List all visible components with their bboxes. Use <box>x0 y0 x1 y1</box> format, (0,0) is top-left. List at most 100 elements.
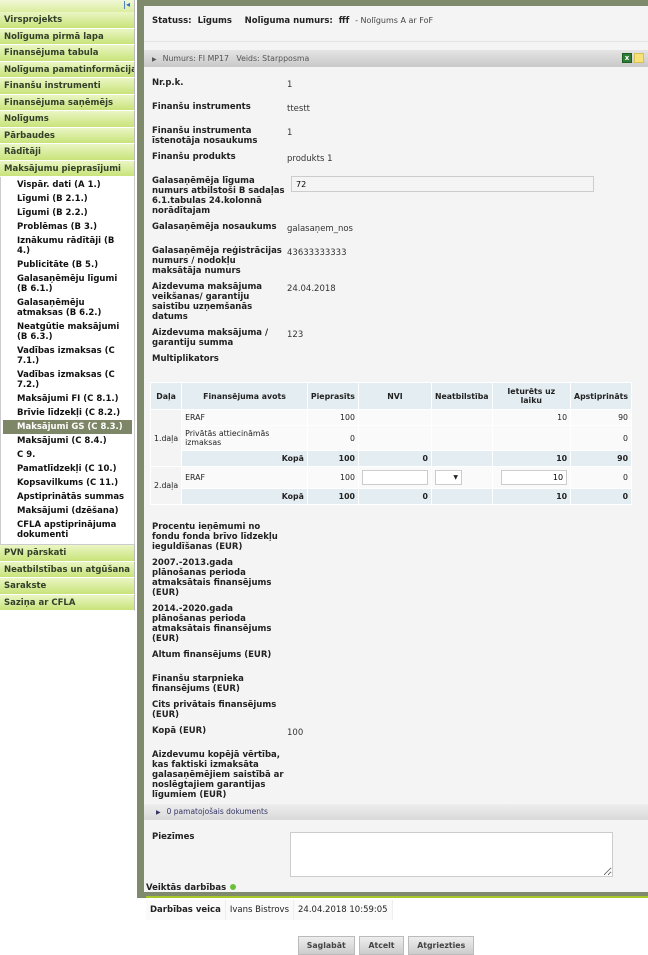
submenu-item-maksa-jumi-dze-s-ana[interactable]: Maksājumi (dzēšana) <box>17 506 119 516</box>
table-cell <box>430 425 493 451</box>
collapse-sidebar-button[interactable]: |◂ <box>0 0 135 12</box>
field-label: 2014.-2020.gada plānošanas perioda atmak… <box>152 604 272 644</box>
mail-icon[interactable] <box>634 53 644 63</box>
part-label: 2.daļa <box>149 466 183 505</box>
submenu-item-cfla-apstiprina-juma-dokumenti[interactable]: CFLA apstiprinājuma dokumenti <box>17 520 117 540</box>
section-header[interactable]: ▶ Numurs: FI MP17 Veids: Starpposma x <box>144 50 648 67</box>
submenu-item-bri-vie-li-dzekl-i-c-8-2[interactable]: Brīvie līdzekļi (C 8.2.) <box>17 408 121 418</box>
field-label: Aizdevuma maksājuma / garantiju summa <box>152 328 269 348</box>
form-row: Galasaņēmēja nosaukums galasaņem_nos <box>152 219 648 240</box>
table-cell: 90 <box>570 409 632 426</box>
field-value: 123 <box>287 330 304 340</box>
submenu-item-kopsavilkums-c-11[interactable]: Kopsavilkums (C 11.) <box>17 478 119 488</box>
chevron-down-icon: ▼ <box>453 474 458 481</box>
withheld-input[interactable] <box>501 470 568 485</box>
submenu-item-publicita-te-b-5[interactable]: Publicitāte (B 5.) <box>17 260 99 270</box>
submenu-item-proble-mas-b-3[interactable]: Problēmas (B 3.) <box>17 222 97 232</box>
form-row: Finanšu instruments ttestt <box>152 99 648 120</box>
field-label: Nr.p.k. <box>152 78 184 88</box>
history-icon[interactable] <box>230 884 237 890</box>
submenu-item-li-gumi-b-2-2[interactable]: Līgumi (B 2.2.) <box>17 208 88 218</box>
submenu-item-c-9[interactable]: C 9. <box>17 450 36 460</box>
table-cell <box>491 425 572 451</box>
submenu-item-izna-kumu-ra-di-ta-ji-b-4[interactable]: Iznākumu rādītāji (B 4.) <box>17 236 115 256</box>
field-label: Galasaņēmēja nosaukums <box>152 222 277 232</box>
sidebar-item-finanse-juma-san-e-me-js[interactable]: Finansējuma saņēmējs <box>0 94 135 111</box>
column-header: NVI <box>357 382 432 410</box>
field-value: 1 <box>287 128 293 138</box>
sidebar-item-noli-guma-pirma-lapa[interactable]: Nolīguma pirmā lapa <box>0 28 135 45</box>
cancel-button[interactable]: Atcelt <box>359 936 404 955</box>
financing-form: Procentu ieņēmumi no fondu fonda brīvo l… <box>144 505 648 800</box>
sidebar-item-pvn-pa-rskati[interactable]: PVN pārskati <box>0 545 135 562</box>
contract-value: fff <box>338 16 350 26</box>
field-value: 1 <box>287 80 293 90</box>
field-value: galasaņem_nos <box>287 224 353 234</box>
nonconformity-cell: ▼ <box>430 466 493 489</box>
submenu-item-apstiprina-ta-s-summas[interactable]: Apstiprinātās summas <box>17 492 125 502</box>
submenu-item-vispa-r-dati-a-1[interactable]: Vispār. dati (A 1.) <box>17 180 101 190</box>
submenu-item-neatgu-tie-maksa-jumi-b-6-3[interactable]: Neatgūtie maksājumi (B 6.3.) <box>17 322 120 342</box>
notes-textarea[interactable] <box>290 832 613 877</box>
expand-arrow-icon: ▶ <box>156 809 161 816</box>
sidebar-item-noli-gums[interactable]: Nolīgums <box>0 111 135 128</box>
field-label: Multiplikators <box>152 354 219 364</box>
form-row: Procentu ieņēmumi no fondu fonda brīvo l… <box>152 519 648 552</box>
field-input[interactable] <box>291 176 594 192</box>
sidebar-item-noli-guma-pamatinforma-cija[interactable]: Nolīguma pamatinformācija <box>0 61 135 78</box>
status-value: Līgums <box>197 16 232 26</box>
field-label: 2007.-2013.gada plānošanas perioda atmak… <box>152 558 272 598</box>
table-row: Privātās attiecināmās izmaksas 0 0 <box>151 425 632 451</box>
sidebar-item-finanse-juma-tabula[interactable]: Finansējuma tabula <box>0 45 135 62</box>
field-value: produkts 1 <box>287 154 333 164</box>
submenu-item-maksa-jumi-fi-c-8-1[interactable]: Maksājumi FI (C 8.1.) <box>17 394 119 404</box>
total-row: Kopā 100 0 10 90 <box>151 450 632 467</box>
main-area: Statuss: Līgums Nolīguma numurs: fff - Nol… <box>137 0 648 955</box>
column-header: Apstiprināts <box>570 382 632 410</box>
sidebar-item-sazin-a-ar-cfla[interactable]: Saziņa ar CFLA <box>0 594 135 611</box>
notes-label: Piezīmes <box>152 832 195 842</box>
nvi-input[interactable] <box>361 470 428 485</box>
save-button[interactable]: Saglabāt <box>297 936 355 955</box>
submenu-item-pamatli-dzekl-i-c-10[interactable]: Pamatlīdzekļi (C 10.) <box>17 464 117 474</box>
form-row: 2007.-2013.gada plānošanas perioda atmak… <box>152 555 648 598</box>
total-cell: 90 <box>570 450 632 467</box>
documents-section[interactable]: ▶ 0 pamatojošais dokuments <box>144 804 648 820</box>
submenu-item-vadi-bas-izmaksas-c-7-1[interactable]: Vadības izmaksas (C 7.1.) <box>17 346 115 366</box>
submenu-item-galasan-e-me-ju-li-gumi-b-6-1[interactable]: Galasaņēmēju līgumi (B 6.1.) <box>17 274 118 294</box>
field-label: Finanšu instrumenta īstenotāja nosaukums <box>152 126 258 146</box>
total-cell: 10 <box>491 488 572 505</box>
actions-by-label: Darbības veica <box>146 900 226 920</box>
nonconformity-select[interactable]: ▼ <box>434 470 462 485</box>
column-header: Neatbilstība <box>430 382 493 410</box>
sidebar-item-ra-di-ta-ji[interactable]: Rādītāji <box>0 144 135 161</box>
actions-title: Veiktās darbības <box>146 883 227 893</box>
field-label: Galasaņēmēja reģistrācijas numurs / nodo… <box>152 246 282 276</box>
form-row: Aizdevumu kopējā vērtība, kas faktiski i… <box>152 747 648 800</box>
form-row: Cits privātais finansējums (EUR) <box>152 697 648 720</box>
total-cell: 0 <box>570 488 632 505</box>
submenu-item-maksa-jumi-c-8-4[interactable]: Maksājumi (C 8.4.) <box>17 436 107 446</box>
form-row: Nr.p.k. 1 <box>152 75 648 96</box>
table-cell: 10 <box>491 409 572 426</box>
submenu-item-galasan-e-me-ju-atmaksas-b-6-2[interactable]: Galasaņēmēju atmaksas (B 6.2.) <box>17 298 102 318</box>
field-value: ttestt <box>287 104 310 114</box>
table-cell <box>357 425 432 451</box>
submenu-item-vadi-bas-izmaksas-c-7-2[interactable]: Vadības izmaksas (C 7.2.) <box>17 370 115 390</box>
submenu-item-maksa-jumi-gs-c-8-3[interactable]: Maksājumi GS (C 8.3.) <box>3 420 132 434</box>
back-button[interactable]: Atgriezties <box>408 936 475 955</box>
sidebar-item-virsprojekts[interactable]: Virsprojekts <box>0 12 135 29</box>
excel-icon[interactable]: x <box>622 53 632 63</box>
column-header: Finansējuma avots <box>181 382 308 410</box>
field-label: Finanšu instruments <box>152 102 251 112</box>
sidebar: |◂ Virsprojekts Nolīguma pirmā lapa Finans… <box>0 0 135 611</box>
sidebar-item-sarakste[interactable]: Sarakste <box>0 578 135 595</box>
contract-desc: - Nolīgums A ar FoF <box>355 16 434 25</box>
sidebar-item-neatbilsti-bas-un-atgu-s-ana[interactable]: Neatbilstības un atgūšana <box>0 561 135 578</box>
sidebar-item-maksa-jumu-pieprasi-jumi[interactable]: Maksājumu pieprasījumi <box>0 160 135 177</box>
sidebar-item-finans-u-instrumenti[interactable]: Finanšu instrumenti <box>0 78 135 95</box>
table-cell: 100 <box>306 409 359 426</box>
status-label: Statuss: <box>152 16 192 26</box>
sidebar-item-pa-rbaudes[interactable]: Pārbaudes <box>0 127 135 144</box>
submenu-item-li-gumi-b-2-1[interactable]: Līgumi (B 2.1.) <box>17 194 88 204</box>
